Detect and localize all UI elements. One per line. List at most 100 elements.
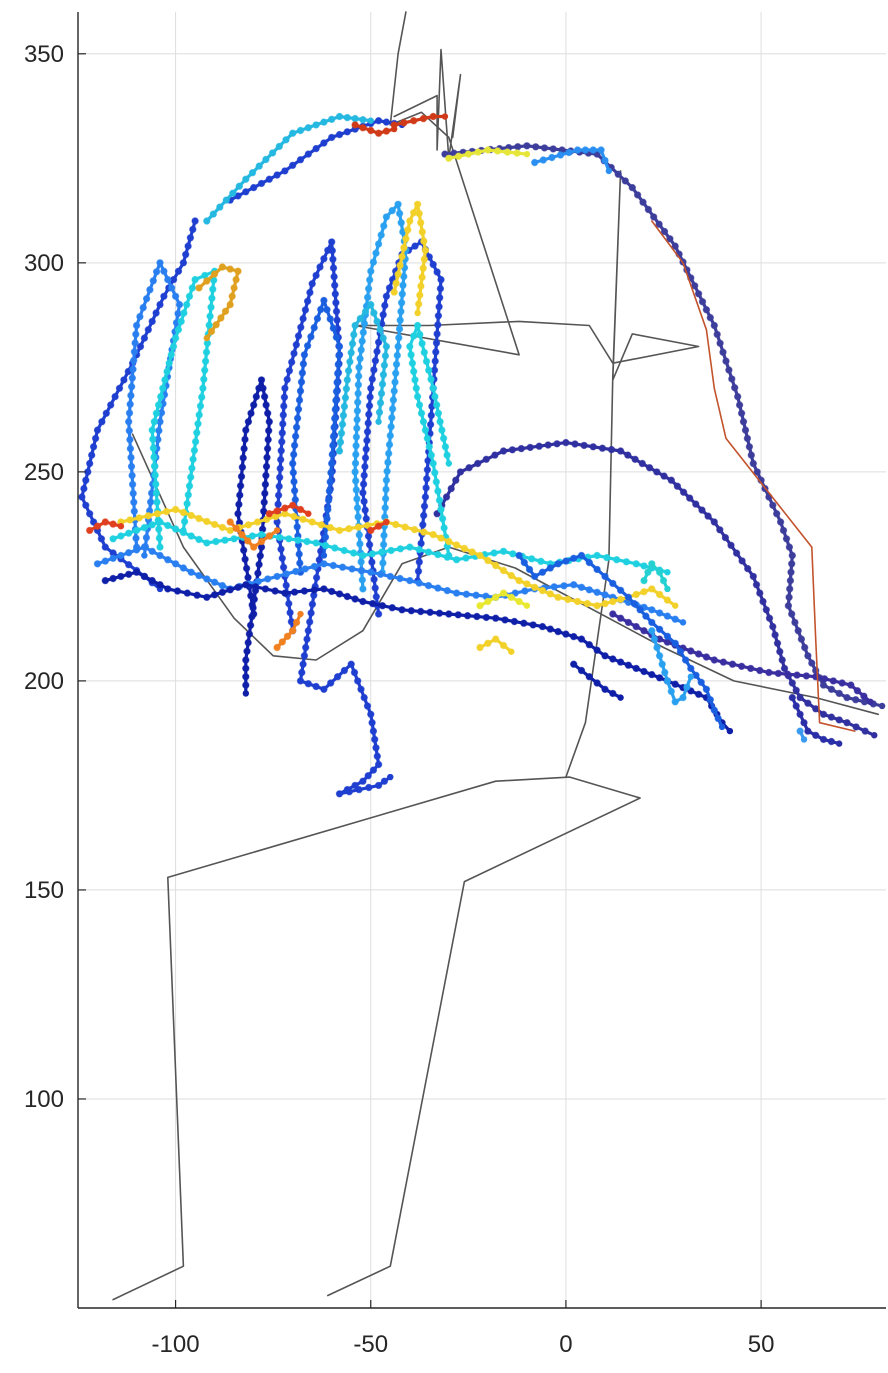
data-point [765,668,773,677]
data-point [593,602,601,610]
data-point [417,409,426,417]
series-line [393,48,462,160]
data-point [379,311,387,319]
data-point [131,339,139,347]
data-point [756,666,764,675]
data-point [120,376,128,384]
data-point [753,468,761,476]
data-point [378,602,387,610]
data-point [861,727,869,735]
data-point [554,627,562,636]
data-point [368,558,376,566]
series-19 [195,263,242,342]
data-point [238,463,247,471]
data-point [792,686,800,694]
data-point [655,590,664,599]
data-point [406,217,414,225]
data-point [431,357,439,365]
data-point [299,360,308,368]
data-point [401,523,409,531]
data-point [655,609,664,617]
data-point [694,650,703,658]
data-point [352,450,360,459]
data-point [260,392,269,401]
data-point [801,643,809,652]
data-point [713,330,721,339]
data-point [464,150,472,158]
data-point [301,565,309,573]
data-point [381,352,390,360]
data-point [655,568,664,576]
data-point [343,128,351,136]
data-point [327,679,335,687]
data-point [372,744,380,752]
data-point [242,581,250,589]
data-point [385,284,394,292]
data-point [671,615,679,623]
data-point [644,568,652,576]
data-point [127,453,135,462]
data-point [445,154,453,163]
data-point [343,592,351,601]
data-point [97,535,106,543]
data-point [352,486,360,494]
data-point [324,496,333,504]
data-point [400,244,408,252]
data-point [484,146,492,154]
data-point [351,468,359,476]
data-point [476,643,484,652]
series-21 [359,238,445,618]
data-point [679,488,688,496]
series-24 [335,300,391,455]
data-point [783,670,792,678]
data-point [360,319,369,328]
data-point [375,418,382,425]
data-point [632,664,640,673]
data-point [379,540,388,549]
data-point [402,235,410,243]
data-point [655,674,664,682]
data-point [482,455,490,463]
data-point [353,415,361,424]
data-point [173,587,182,595]
data-point [326,315,334,323]
data-point [295,396,304,404]
data-point [525,565,534,574]
data-point [248,612,256,621]
data-point [376,570,385,578]
data-point [369,258,378,266]
data-point [476,551,484,560]
data-point [297,610,304,618]
data-point [321,541,330,550]
data-point [360,693,368,702]
data-point [476,602,484,610]
data-point [296,387,305,395]
data-point [381,494,390,503]
data-point [242,426,250,434]
data-point [127,383,136,391]
series-41 [788,693,843,747]
data-point [732,549,741,557]
data-point [328,115,336,124]
data-point [392,360,401,368]
data-point [357,558,365,566]
data-point [222,196,231,204]
data-point [438,426,446,434]
data-point [609,689,617,698]
data-point [209,285,217,293]
y-tick-label: 250 [24,459,64,486]
data-point [860,692,868,700]
data-point [779,526,788,535]
data-point [366,276,374,284]
data-point [296,559,304,567]
data-point [800,719,808,727]
data-point [210,578,219,586]
data-point [737,662,746,670]
data-point [617,694,624,701]
data-point [352,433,361,441]
data-point [435,303,443,311]
data-point [359,585,367,593]
data-point [819,681,828,689]
data-point [161,376,169,384]
data-point [632,622,640,631]
